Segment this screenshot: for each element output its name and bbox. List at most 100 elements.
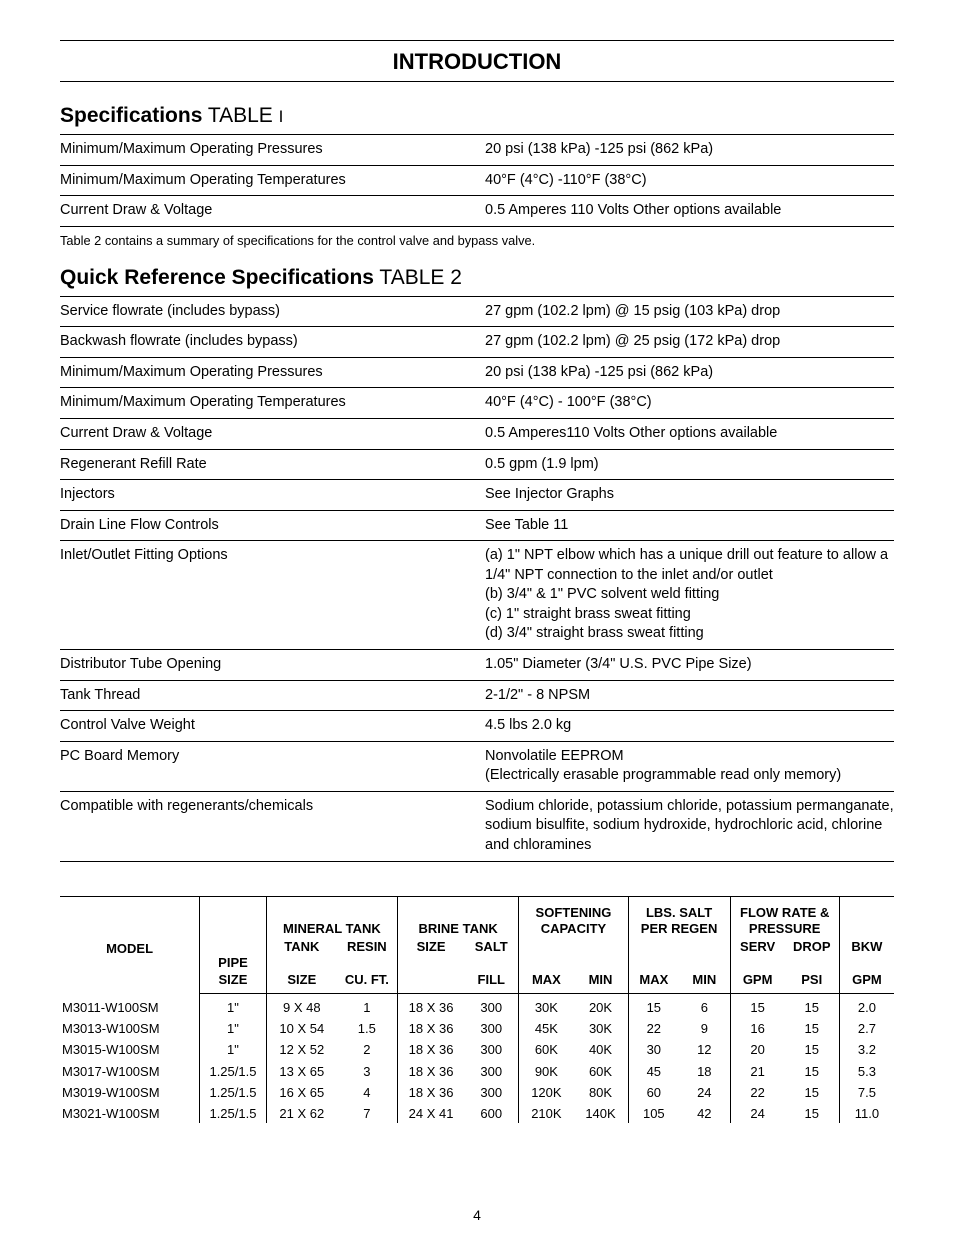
mt-tank-cell: 13 X 65 bbox=[266, 1060, 336, 1081]
th-sa-min: MIN bbox=[679, 955, 730, 993]
spec-label: Minimum/Maximum Operating Pressures bbox=[60, 357, 477, 388]
sa-max-cell: 22 bbox=[628, 1017, 679, 1038]
bt-size-cell: 18 X 36 bbox=[397, 993, 464, 1017]
th-sa-max: MAX bbox=[628, 955, 679, 993]
sc-min-cell: 80K bbox=[573, 1081, 628, 1102]
bt-size-cell: 18 X 36 bbox=[397, 1017, 464, 1038]
table-row: M3021-W100SM1.25/1.521 X 62724 X 4160021… bbox=[60, 1102, 894, 1123]
spec-label: Distributor Tube Opening bbox=[60, 650, 477, 681]
table-row: Regenerant Refill Rate0.5 gpm (1.9 lpm) bbox=[60, 449, 894, 480]
fr-serv-cell: 16 bbox=[730, 1017, 785, 1038]
th-sc-min: MIN bbox=[573, 955, 628, 993]
sc-max-cell: 210K bbox=[519, 1102, 574, 1123]
table-row: Compatible with regenerants/chemicalsSod… bbox=[60, 791, 894, 861]
sa-min-cell: 6 bbox=[679, 993, 730, 1017]
table-row: Minimum/Maximum Operating Pressures20 ps… bbox=[60, 357, 894, 388]
spec-label: Compatible with regenerants/chemicals bbox=[60, 791, 477, 861]
specs-heading-small: I bbox=[279, 107, 284, 126]
spec-value: 4.5 lbs 2.0 kg bbox=[477, 711, 894, 742]
fr-drop-cell: 15 bbox=[785, 993, 840, 1017]
bt-salt-cell: 300 bbox=[464, 1081, 519, 1102]
sa-min-cell: 12 bbox=[679, 1038, 730, 1059]
bt-size-cell: 18 X 36 bbox=[397, 1038, 464, 1059]
spec-label: Current Draw & Voltage bbox=[60, 196, 477, 227]
model-cell: M3021-W100SM bbox=[60, 1102, 200, 1123]
sc-min-cell: 40K bbox=[573, 1038, 628, 1059]
mt-resin-cell: 4 bbox=[337, 1081, 398, 1102]
page-header-bar: INTRODUCTION bbox=[60, 40, 894, 82]
th-group-flow: FLOW RATE & PRESSURE bbox=[730, 897, 839, 938]
spec-label: Drain Line Flow Controls bbox=[60, 510, 477, 541]
table-row: Backwash flowrate (includes bypass)27 gp… bbox=[60, 327, 894, 358]
table-row: M3017-W100SM1.25/1.513 X 65318 X 3630090… bbox=[60, 1060, 894, 1081]
bkw-cell: 2.0 bbox=[839, 993, 894, 1017]
spec-value: 20 psi (138 kPa) -125 psi (862 kPa) bbox=[477, 357, 894, 388]
pipe-cell: 1" bbox=[200, 993, 267, 1017]
th-group-mineral-tank: MINERAL TANK bbox=[266, 897, 397, 938]
model-cell: M3013-W100SM bbox=[60, 1017, 200, 1038]
sc-min-cell: 30K bbox=[573, 1017, 628, 1038]
mt-resin-cell: 3 bbox=[337, 1060, 398, 1081]
fr-serv-cell: 24 bbox=[730, 1102, 785, 1123]
specs-heading-light: TABLE bbox=[202, 104, 278, 127]
spec-value: 27 gpm (102.2 lpm) @ 25 psig (172 kPa) d… bbox=[477, 327, 894, 358]
bt-salt-cell: 300 bbox=[464, 993, 519, 1017]
table-row: PC Board MemoryNonvolatile EEPROM(Electr… bbox=[60, 741, 894, 791]
sc-max-cell: 45K bbox=[519, 1017, 574, 1038]
sa-max-cell: 105 bbox=[628, 1102, 679, 1123]
model-table: MODEL MINERAL TANK BRINE TANK SOFTENING … bbox=[60, 897, 894, 1124]
bkw-cell: 5.3 bbox=[839, 1060, 894, 1081]
model-cell: M3017-W100SM bbox=[60, 1060, 200, 1081]
mt-tank-cell: 16 X 65 bbox=[266, 1081, 336, 1102]
quickref-heading: Quick Reference Specifications TABLE 2 bbox=[60, 266, 894, 290]
spec-value: 0.5 gpm (1.9 lpm) bbox=[477, 449, 894, 480]
bkw-cell: 7.5 bbox=[839, 1081, 894, 1102]
bt-salt-cell: 300 bbox=[464, 1017, 519, 1038]
page-title: INTRODUCTION bbox=[60, 41, 894, 81]
fr-serv-cell: 22 bbox=[730, 1081, 785, 1102]
model-cell: M3011-W100SM bbox=[60, 993, 200, 1017]
model-table-wrapper: MODEL MINERAL TANK BRINE TANK SOFTENING … bbox=[60, 896, 894, 1124]
spec-label: Minimum/Maximum Operating Temperatures bbox=[60, 165, 477, 196]
bt-salt-cell: 600 bbox=[464, 1102, 519, 1123]
quickref-heading-bold: Quick Reference Specifications bbox=[60, 266, 374, 289]
spec-label: Injectors bbox=[60, 480, 477, 511]
sa-min-cell: 9 bbox=[679, 1017, 730, 1038]
sa-min-cell: 42 bbox=[679, 1102, 730, 1123]
model-cell: M3019-W100SM bbox=[60, 1081, 200, 1102]
spec-label: Control Valve Weight bbox=[60, 711, 477, 742]
pipe-cell: 1" bbox=[200, 1017, 267, 1038]
bt-size-cell: 18 X 36 bbox=[397, 1060, 464, 1081]
table-row: Tank Thread2-1/2" - 8 NPSM bbox=[60, 680, 894, 711]
spec-value: 27 gpm (102.2 lpm) @ 15 psig (103 kPa) d… bbox=[477, 296, 894, 327]
spec-value: (a) 1" NPT elbow which has a unique dril… bbox=[477, 541, 894, 650]
table-row: M3019-W100SM1.25/1.516 X 65418 X 3630012… bbox=[60, 1081, 894, 1102]
pipe-cell: 1.25/1.5 bbox=[200, 1081, 267, 1102]
spec-value: 0.5 Amperes110 Volts Other options avail… bbox=[477, 418, 894, 449]
spec-value: 40°F (4°C) - 100°F (38°C) bbox=[477, 388, 894, 419]
bkw-cell: 3.2 bbox=[839, 1038, 894, 1059]
specs-table: Minimum/Maximum Operating Pressures20 ps… bbox=[60, 134, 894, 227]
spec-value: 2-1/2" - 8 NPSM bbox=[477, 680, 894, 711]
sa-max-cell: 45 bbox=[628, 1060, 679, 1081]
spec-label: Backwash flowrate (includes bypass) bbox=[60, 327, 477, 358]
specs-note: Table 2 contains a summary of specificat… bbox=[60, 233, 894, 248]
mt-tank-cell: 12 X 52 bbox=[266, 1038, 336, 1059]
mt-tank-cell: 21 X 62 bbox=[266, 1102, 336, 1123]
spec-label: Current Draw & Voltage bbox=[60, 418, 477, 449]
spec-value: 1.05" Diameter (3/4" U.S. PVC Pipe Size) bbox=[477, 650, 894, 681]
table-row: Minimum/Maximum Operating Temperatures40… bbox=[60, 388, 894, 419]
sa-min-cell: 18 bbox=[679, 1060, 730, 1081]
spec-value: See Injector Graphs bbox=[477, 480, 894, 511]
mt-tank-cell: 9 X 48 bbox=[266, 993, 336, 1017]
spec-value: 40°F (4°C) -110°F (38°C) bbox=[477, 165, 894, 196]
bkw-cell: 11.0 bbox=[839, 1102, 894, 1123]
th-group-softening: SOFTENING CAPACITY bbox=[519, 897, 628, 938]
spec-label: Tank Thread bbox=[60, 680, 477, 711]
spec-value: See Table 11 bbox=[477, 510, 894, 541]
table-row: Current Draw & Voltage0.5 Amperes 110 Vo… bbox=[60, 196, 894, 227]
table-row: Drain Line Flow ControlsSee Table 11 bbox=[60, 510, 894, 541]
fr-drop-cell: 15 bbox=[785, 1081, 840, 1102]
sa-max-cell: 15 bbox=[628, 993, 679, 1017]
sa-max-cell: 30 bbox=[628, 1038, 679, 1059]
